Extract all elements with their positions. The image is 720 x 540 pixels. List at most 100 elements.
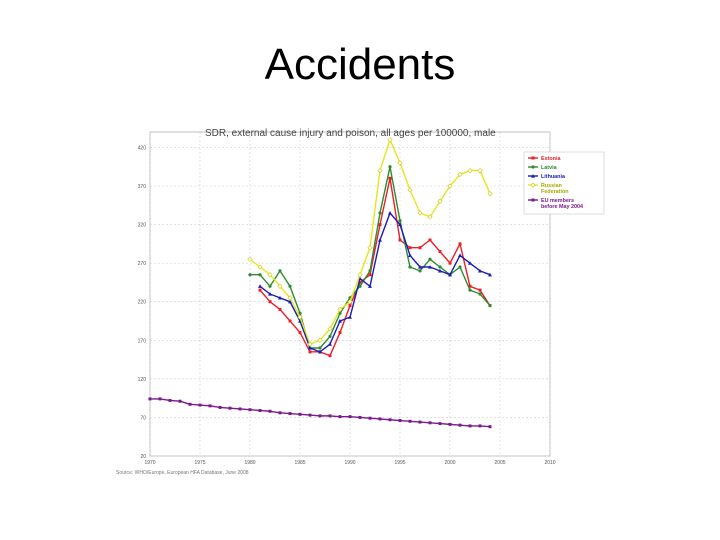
data-point	[478, 292, 482, 296]
data-point	[378, 417, 382, 421]
legend-label: Russian Federation	[541, 183, 569, 195]
data-point	[307, 341, 313, 347]
data-point	[277, 283, 283, 289]
data-point	[438, 422, 442, 426]
y-tick-label: 120	[138, 377, 147, 383]
data-point	[428, 265, 432, 269]
data-point	[427, 214, 433, 220]
data-point	[457, 171, 463, 178]
data-point	[368, 284, 372, 288]
data-point	[478, 424, 482, 428]
data-point	[378, 238, 382, 242]
data-point	[477, 167, 483, 174]
data-point	[487, 191, 493, 197]
data-point	[378, 211, 382, 215]
data-point	[328, 342, 332, 346]
data-point	[238, 407, 242, 411]
data-point	[188, 402, 192, 406]
data-point	[318, 346, 322, 350]
data-point	[468, 424, 472, 428]
x-tick-label: 2010	[544, 460, 555, 466]
data-point	[288, 284, 292, 288]
data-point	[408, 253, 412, 258]
data-point	[248, 273, 252, 277]
data-point	[198, 403, 202, 407]
data-point	[398, 419, 402, 423]
data-point	[368, 269, 372, 273]
data-point	[458, 242, 462, 246]
data-point	[308, 413, 312, 417]
data-point	[408, 419, 412, 423]
data-point	[288, 319, 292, 323]
data-point	[417, 210, 423, 216]
data-point	[408, 246, 412, 250]
data-point	[398, 238, 402, 242]
data-point	[531, 198, 535, 202]
slide-title: Accidents	[264, 40, 456, 89]
data-point	[488, 303, 492, 308]
data-point	[458, 253, 462, 258]
data-point	[317, 337, 323, 343]
data-point	[428, 238, 432, 242]
data-point	[418, 269, 422, 273]
x-tick-label: 1975	[194, 460, 205, 466]
data-point	[418, 246, 422, 250]
data-point	[297, 314, 303, 320]
y-tick-label: 370	[138, 184, 147, 190]
data-point	[388, 165, 392, 169]
x-tick-labels: 1970 1975 1980 1985 1990 1995 2000 2005 2010	[144, 460, 555, 466]
data-point	[327, 326, 333, 332]
data-point	[447, 183, 453, 189]
series-russian-federation	[247, 137, 493, 347]
y-tick-labels: 20 70 120 170 220 270 320 370 420	[138, 145, 147, 460]
legend-label: Estonia	[541, 156, 561, 162]
data-point	[338, 331, 342, 335]
x-tick-label: 1970	[144, 460, 155, 466]
data-point	[288, 412, 292, 416]
data-point	[258, 288, 262, 292]
data-point	[468, 288, 472, 292]
data-point	[388, 418, 392, 422]
data-point	[337, 306, 343, 313]
data-point	[338, 415, 342, 419]
series-estonia	[258, 176, 492, 358]
data-point	[418, 420, 422, 424]
data-point	[218, 405, 222, 409]
data-point	[247, 256, 253, 262]
series-eu-members-before-may-2004	[148, 397, 492, 429]
data-point	[407, 187, 413, 193]
data-point	[408, 265, 412, 269]
data-point	[488, 425, 492, 429]
data-point	[388, 211, 392, 215]
data-point	[268, 300, 272, 304]
data-point	[318, 414, 322, 418]
x-tick-label: 1990	[344, 460, 355, 466]
data-point	[268, 409, 272, 413]
legend-label: Latvia	[541, 165, 558, 171]
y-tick-label: 170	[138, 338, 147, 344]
data-point	[397, 160, 403, 166]
data-point	[468, 284, 472, 288]
data-point	[347, 299, 353, 305]
legend: Estonia Latvia Lithuania Russian Federation E…	[523, 151, 605, 215]
data-point	[388, 176, 392, 180]
data-point	[268, 292, 272, 296]
data-point	[358, 284, 362, 288]
data-point	[368, 273, 372, 277]
data-point	[367, 245, 373, 251]
y-tick-label: 220	[138, 300, 147, 306]
data-point	[278, 307, 282, 311]
data-point	[438, 250, 442, 254]
data-point	[387, 137, 393, 143]
x-tick-label: 1995	[394, 460, 405, 466]
data-point	[298, 412, 302, 416]
chart-figure: 20 70 120 170 220 270 320 370 420 1970 1975 1980 19…	[110, 118, 610, 480]
y-tick-label: 270	[138, 261, 147, 267]
data-point	[348, 304, 352, 308]
data-point	[458, 423, 462, 427]
data-point	[418, 265, 422, 269]
data-point	[438, 265, 442, 269]
data-point	[287, 295, 293, 301]
chart-source: Source: WHO/Europe, European HFA Databas…	[116, 470, 249, 476]
data-point	[468, 261, 472, 265]
